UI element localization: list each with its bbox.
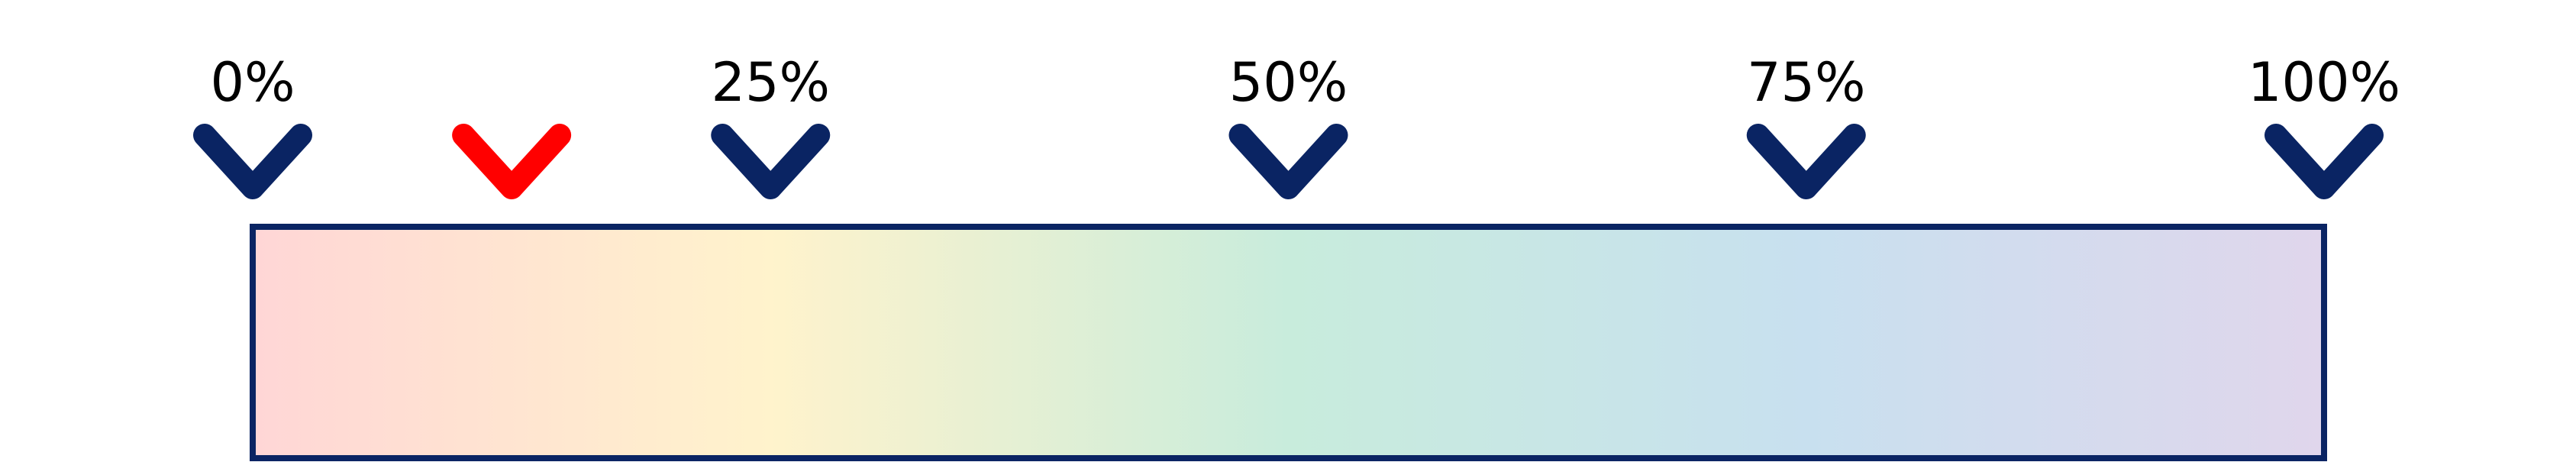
tick-group: 0% 25% 50% 75% 100% bbox=[193, 51, 2400, 199]
tick-label: 100% bbox=[2248, 51, 2400, 114]
tick-chevron-icon bbox=[2264, 124, 2384, 199]
gradient-bar bbox=[250, 224, 2327, 461]
marker-group bbox=[452, 124, 572, 199]
tick-label: 75% bbox=[1747, 51, 1866, 114]
tick-label: 25% bbox=[711, 51, 830, 114]
tick-label: 50% bbox=[1229, 51, 1348, 114]
tick-chevron-icon bbox=[1228, 124, 1348, 199]
tick-label: 0% bbox=[210, 51, 295, 114]
tick-chevron-icon bbox=[1746, 124, 1866, 199]
tick-chevron-icon bbox=[711, 124, 831, 199]
marker-chevron-icon bbox=[452, 124, 572, 199]
tick-chevron-icon bbox=[193, 124, 312, 199]
